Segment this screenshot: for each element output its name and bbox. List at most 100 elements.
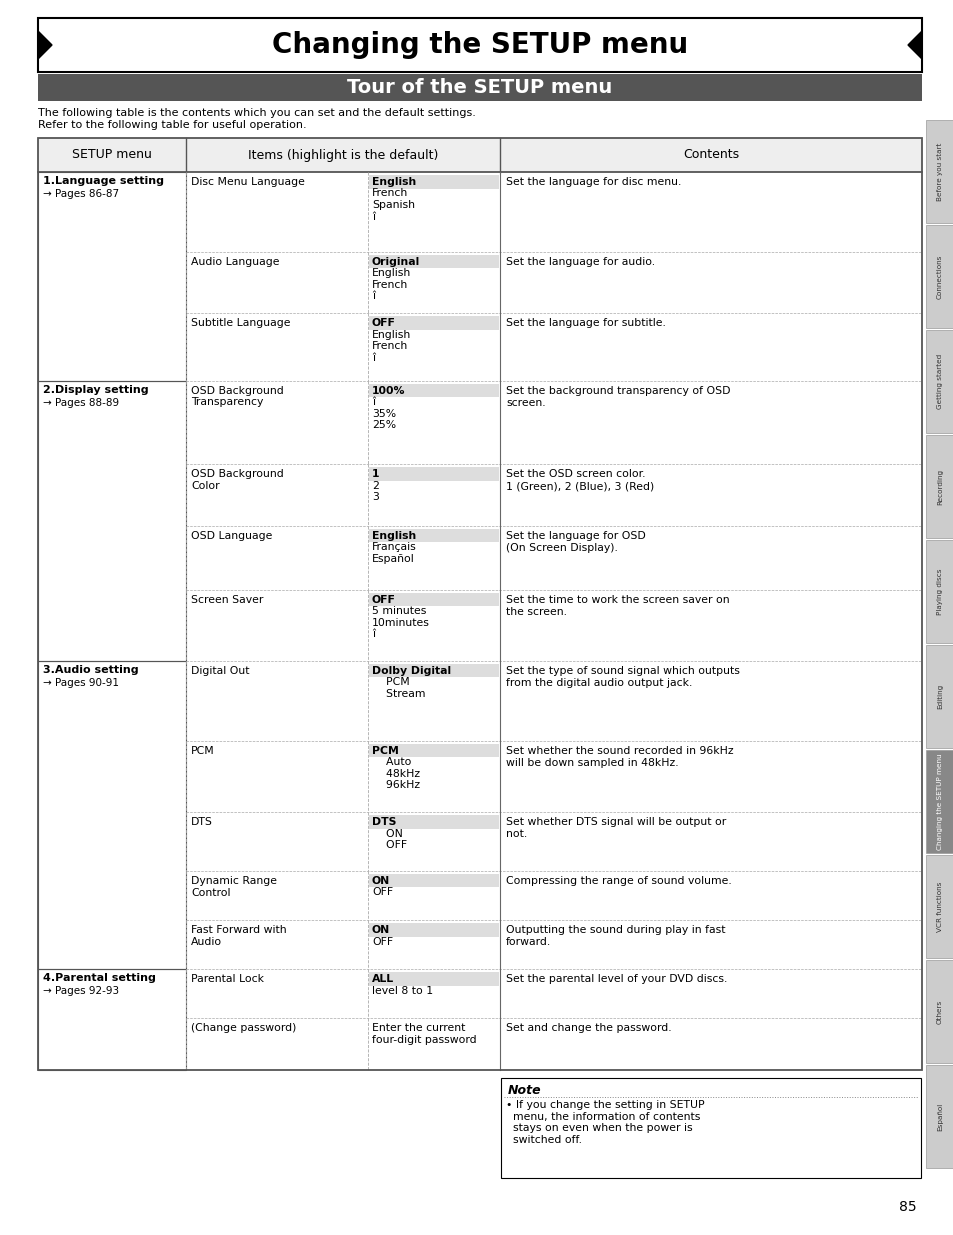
Text: English: English bbox=[372, 268, 411, 278]
Text: forward.: forward. bbox=[505, 937, 551, 947]
Text: Editing: Editing bbox=[936, 684, 942, 709]
Text: Français: Français bbox=[372, 542, 416, 552]
Text: 96kHz: 96kHz bbox=[372, 781, 419, 790]
Text: OFF: OFF bbox=[372, 888, 393, 898]
Text: not.: not. bbox=[505, 829, 527, 839]
Text: PCM: PCM bbox=[372, 678, 410, 688]
Text: Set the parental level of your DVD discs.: Set the parental level of your DVD discs… bbox=[505, 974, 726, 984]
Text: from the digital audio output jack.: from the digital audio output jack. bbox=[505, 678, 692, 688]
Polygon shape bbox=[38, 31, 52, 59]
Text: English: English bbox=[372, 330, 411, 340]
Text: î: î bbox=[372, 353, 375, 363]
Text: Changing the SETUP menu: Changing the SETUP menu bbox=[936, 753, 942, 850]
Text: Compressing the range of sound volume.: Compressing the range of sound volume. bbox=[505, 876, 731, 885]
Bar bbox=[369, 175, 498, 189]
Text: PCM: PCM bbox=[191, 746, 214, 756]
Text: Original: Original bbox=[372, 257, 420, 267]
Text: 10minutes: 10minutes bbox=[372, 618, 430, 627]
Text: Parental Lock: Parental Lock bbox=[191, 974, 264, 984]
Text: OFF: OFF bbox=[372, 840, 407, 850]
Text: 5 minutes: 5 minutes bbox=[372, 606, 426, 616]
Bar bbox=[369, 316, 498, 330]
Text: 2.Display setting: 2.Display setting bbox=[43, 385, 149, 395]
Text: Tour of the SETUP menu: Tour of the SETUP menu bbox=[347, 78, 612, 98]
Text: Enter the current
four-digit password: Enter the current four-digit password bbox=[372, 1024, 476, 1045]
Text: OFF: OFF bbox=[372, 319, 395, 329]
Text: Connections: Connections bbox=[936, 254, 942, 299]
Text: Auto: Auto bbox=[372, 757, 411, 767]
Text: Spanish: Spanish bbox=[372, 200, 415, 210]
Text: î: î bbox=[372, 629, 375, 640]
Text: will be down sampled in 48kHz.: will be down sampled in 48kHz. bbox=[505, 758, 678, 768]
Text: Set the background transparency of OSD: Set the background transparency of OSD bbox=[505, 385, 730, 396]
Bar bbox=[925, 120, 953, 224]
Text: 35%: 35% bbox=[372, 409, 395, 419]
FancyBboxPatch shape bbox=[500, 1078, 920, 1178]
Bar bbox=[38, 969, 186, 1070]
Text: Set the language for audio.: Set the language for audio. bbox=[505, 257, 655, 267]
Text: î: î bbox=[372, 398, 375, 408]
Text: Getting started: Getting started bbox=[936, 354, 942, 409]
Text: Español: Español bbox=[372, 553, 415, 564]
Bar bbox=[369, 972, 498, 986]
Text: î: î bbox=[372, 291, 375, 301]
Polygon shape bbox=[907, 31, 921, 59]
Bar bbox=[369, 743, 498, 757]
Bar bbox=[38, 138, 921, 1070]
Bar bbox=[369, 254, 498, 268]
Text: • If you change the setting in SETUP
  menu, the information of contents
  stays: • If you change the setting in SETUP men… bbox=[505, 1100, 704, 1145]
Bar bbox=[38, 172, 186, 380]
Text: ON: ON bbox=[372, 829, 402, 839]
Text: Dolby Digital: Dolby Digital bbox=[372, 666, 451, 676]
Bar bbox=[369, 664, 498, 678]
Bar bbox=[369, 815, 498, 829]
Text: 48kHz: 48kHz bbox=[372, 768, 419, 779]
Text: Set and change the password.: Set and change the password. bbox=[505, 1024, 671, 1034]
Text: Changing the SETUP menu: Changing the SETUP menu bbox=[272, 31, 687, 59]
Bar bbox=[38, 138, 921, 172]
Text: → Pages 90-91: → Pages 90-91 bbox=[43, 678, 119, 688]
Bar bbox=[925, 645, 953, 748]
Bar bbox=[369, 593, 498, 606]
Text: (On Screen Display).: (On Screen Display). bbox=[505, 543, 618, 553]
Text: DTS: DTS bbox=[372, 818, 395, 827]
Text: Others: Others bbox=[936, 999, 942, 1024]
Text: ON: ON bbox=[372, 876, 390, 885]
Text: → Pages 88-89: → Pages 88-89 bbox=[43, 398, 119, 408]
Text: ON: ON bbox=[372, 925, 390, 935]
Bar bbox=[369, 923, 498, 936]
Text: Set the OSD screen color.: Set the OSD screen color. bbox=[505, 469, 645, 479]
Text: (Change password): (Change password) bbox=[191, 1024, 296, 1034]
Text: 1.Language setting: 1.Language setting bbox=[43, 177, 164, 186]
Text: OFF: OFF bbox=[372, 595, 395, 605]
Bar bbox=[925, 225, 953, 329]
Text: OSD Background
Transparency: OSD Background Transparency bbox=[191, 385, 283, 408]
Text: 3: 3 bbox=[372, 493, 378, 503]
Text: Dynamic Range
Control: Dynamic Range Control bbox=[191, 876, 276, 898]
Text: French: French bbox=[372, 341, 408, 351]
Text: → Pages 92-93: → Pages 92-93 bbox=[43, 987, 119, 997]
Bar bbox=[38, 74, 921, 101]
Text: Before you start: Before you start bbox=[936, 142, 942, 201]
Bar bbox=[369, 874, 498, 888]
Text: Set the type of sound signal which outputs: Set the type of sound signal which outpu… bbox=[505, 666, 740, 676]
Bar bbox=[369, 529, 498, 542]
Bar bbox=[369, 384, 498, 398]
Text: Screen Saver: Screen Saver bbox=[191, 595, 263, 605]
Bar bbox=[925, 750, 953, 853]
Text: Contents: Contents bbox=[682, 148, 739, 162]
Text: → Pages 86-87: → Pages 86-87 bbox=[43, 189, 119, 199]
Text: 85: 85 bbox=[899, 1200, 916, 1214]
Text: Refer to the following table for useful operation.: Refer to the following table for useful … bbox=[38, 120, 306, 130]
Text: 4.Parental setting: 4.Parental setting bbox=[43, 973, 155, 983]
Text: 1: 1 bbox=[372, 469, 379, 479]
Text: Audio Language: Audio Language bbox=[191, 257, 279, 267]
Text: level 8 to 1: level 8 to 1 bbox=[372, 986, 433, 995]
Text: OSD Background
Color: OSD Background Color bbox=[191, 469, 283, 492]
Bar bbox=[925, 540, 953, 643]
Text: Fast Forward with
Audio: Fast Forward with Audio bbox=[191, 925, 286, 947]
Text: î: î bbox=[372, 211, 375, 221]
Bar bbox=[925, 435, 953, 538]
Bar bbox=[38, 661, 186, 969]
Bar bbox=[925, 855, 953, 958]
